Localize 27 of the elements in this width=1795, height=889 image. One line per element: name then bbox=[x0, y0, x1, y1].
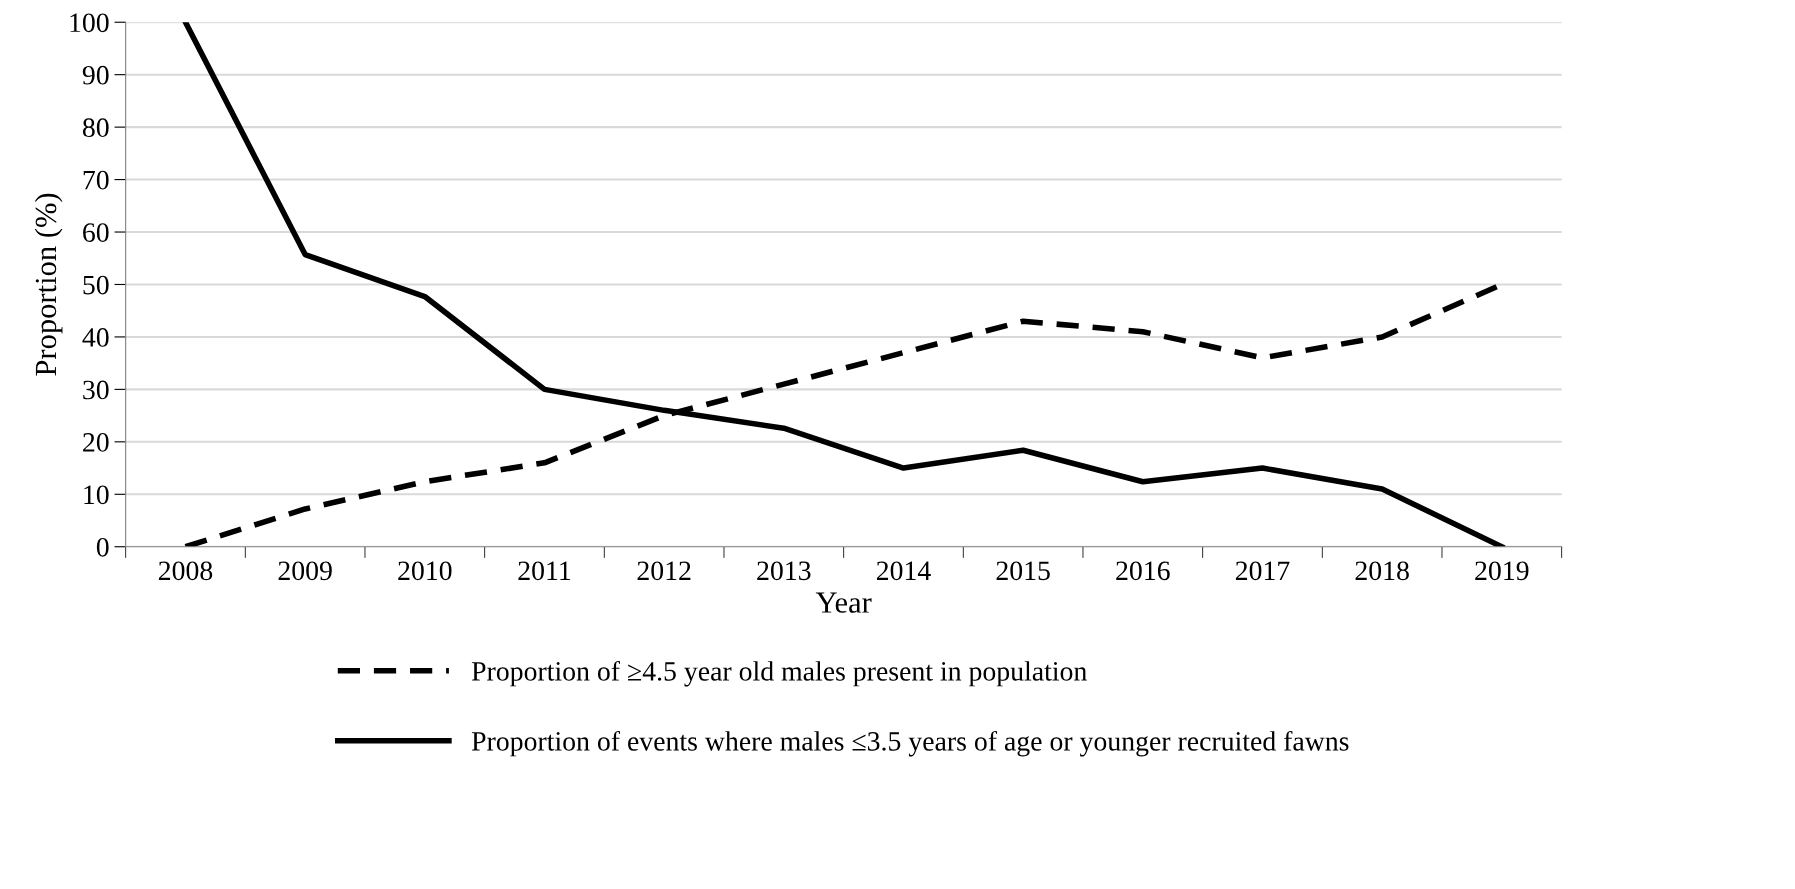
x-tick-label: 2010 bbox=[398, 561, 452, 581]
legend-label: Proportion of ≥4.5 year old males present in population bbox=[471, 660, 1087, 687]
y-tick-label: 0 bbox=[96, 537, 109, 557]
y-tick-label: 70 bbox=[83, 170, 109, 190]
x-axis-title: Year bbox=[815, 592, 872, 613]
y-tick-label: 50 bbox=[83, 275, 109, 295]
y-tick-label: 30 bbox=[83, 380, 109, 400]
x-tick-label: 2017 bbox=[1235, 561, 1290, 581]
y-tick-label: 60 bbox=[83, 223, 109, 242]
x-tick-label: 2014 bbox=[876, 561, 931, 581]
y-tick-label: 80 bbox=[82, 118, 109, 138]
y-axis-title: Proportion (%) bbox=[34, 193, 63, 376]
x-tick-label: 2008 bbox=[158, 561, 213, 581]
y-tick-label: 100 bbox=[70, 13, 109, 33]
legend-label: Proportion of events where males ≤3.5 years of age or younger recruited fawns bbox=[471, 730, 1349, 757]
x-tick-label: 2013 bbox=[757, 561, 811, 581]
x-tick-label: 2012 bbox=[637, 561, 691, 581]
x-tick-label: 2015 bbox=[996, 561, 1050, 581]
y-tick-label: 10 bbox=[84, 485, 109, 505]
y-tick-label: 40 bbox=[82, 328, 109, 347]
x-tick-label: 2011 bbox=[518, 561, 571, 581]
y-tick-label: 20 bbox=[83, 433, 109, 452]
x-tick-label: 2019 bbox=[1475, 561, 1529, 581]
x-tick-label: 2018 bbox=[1355, 561, 1409, 581]
x-tick-label: 2016 bbox=[1116, 561, 1170, 581]
x-tick-label: 2009 bbox=[278, 561, 332, 581]
y-tick-label: 90 bbox=[82, 65, 109, 85]
